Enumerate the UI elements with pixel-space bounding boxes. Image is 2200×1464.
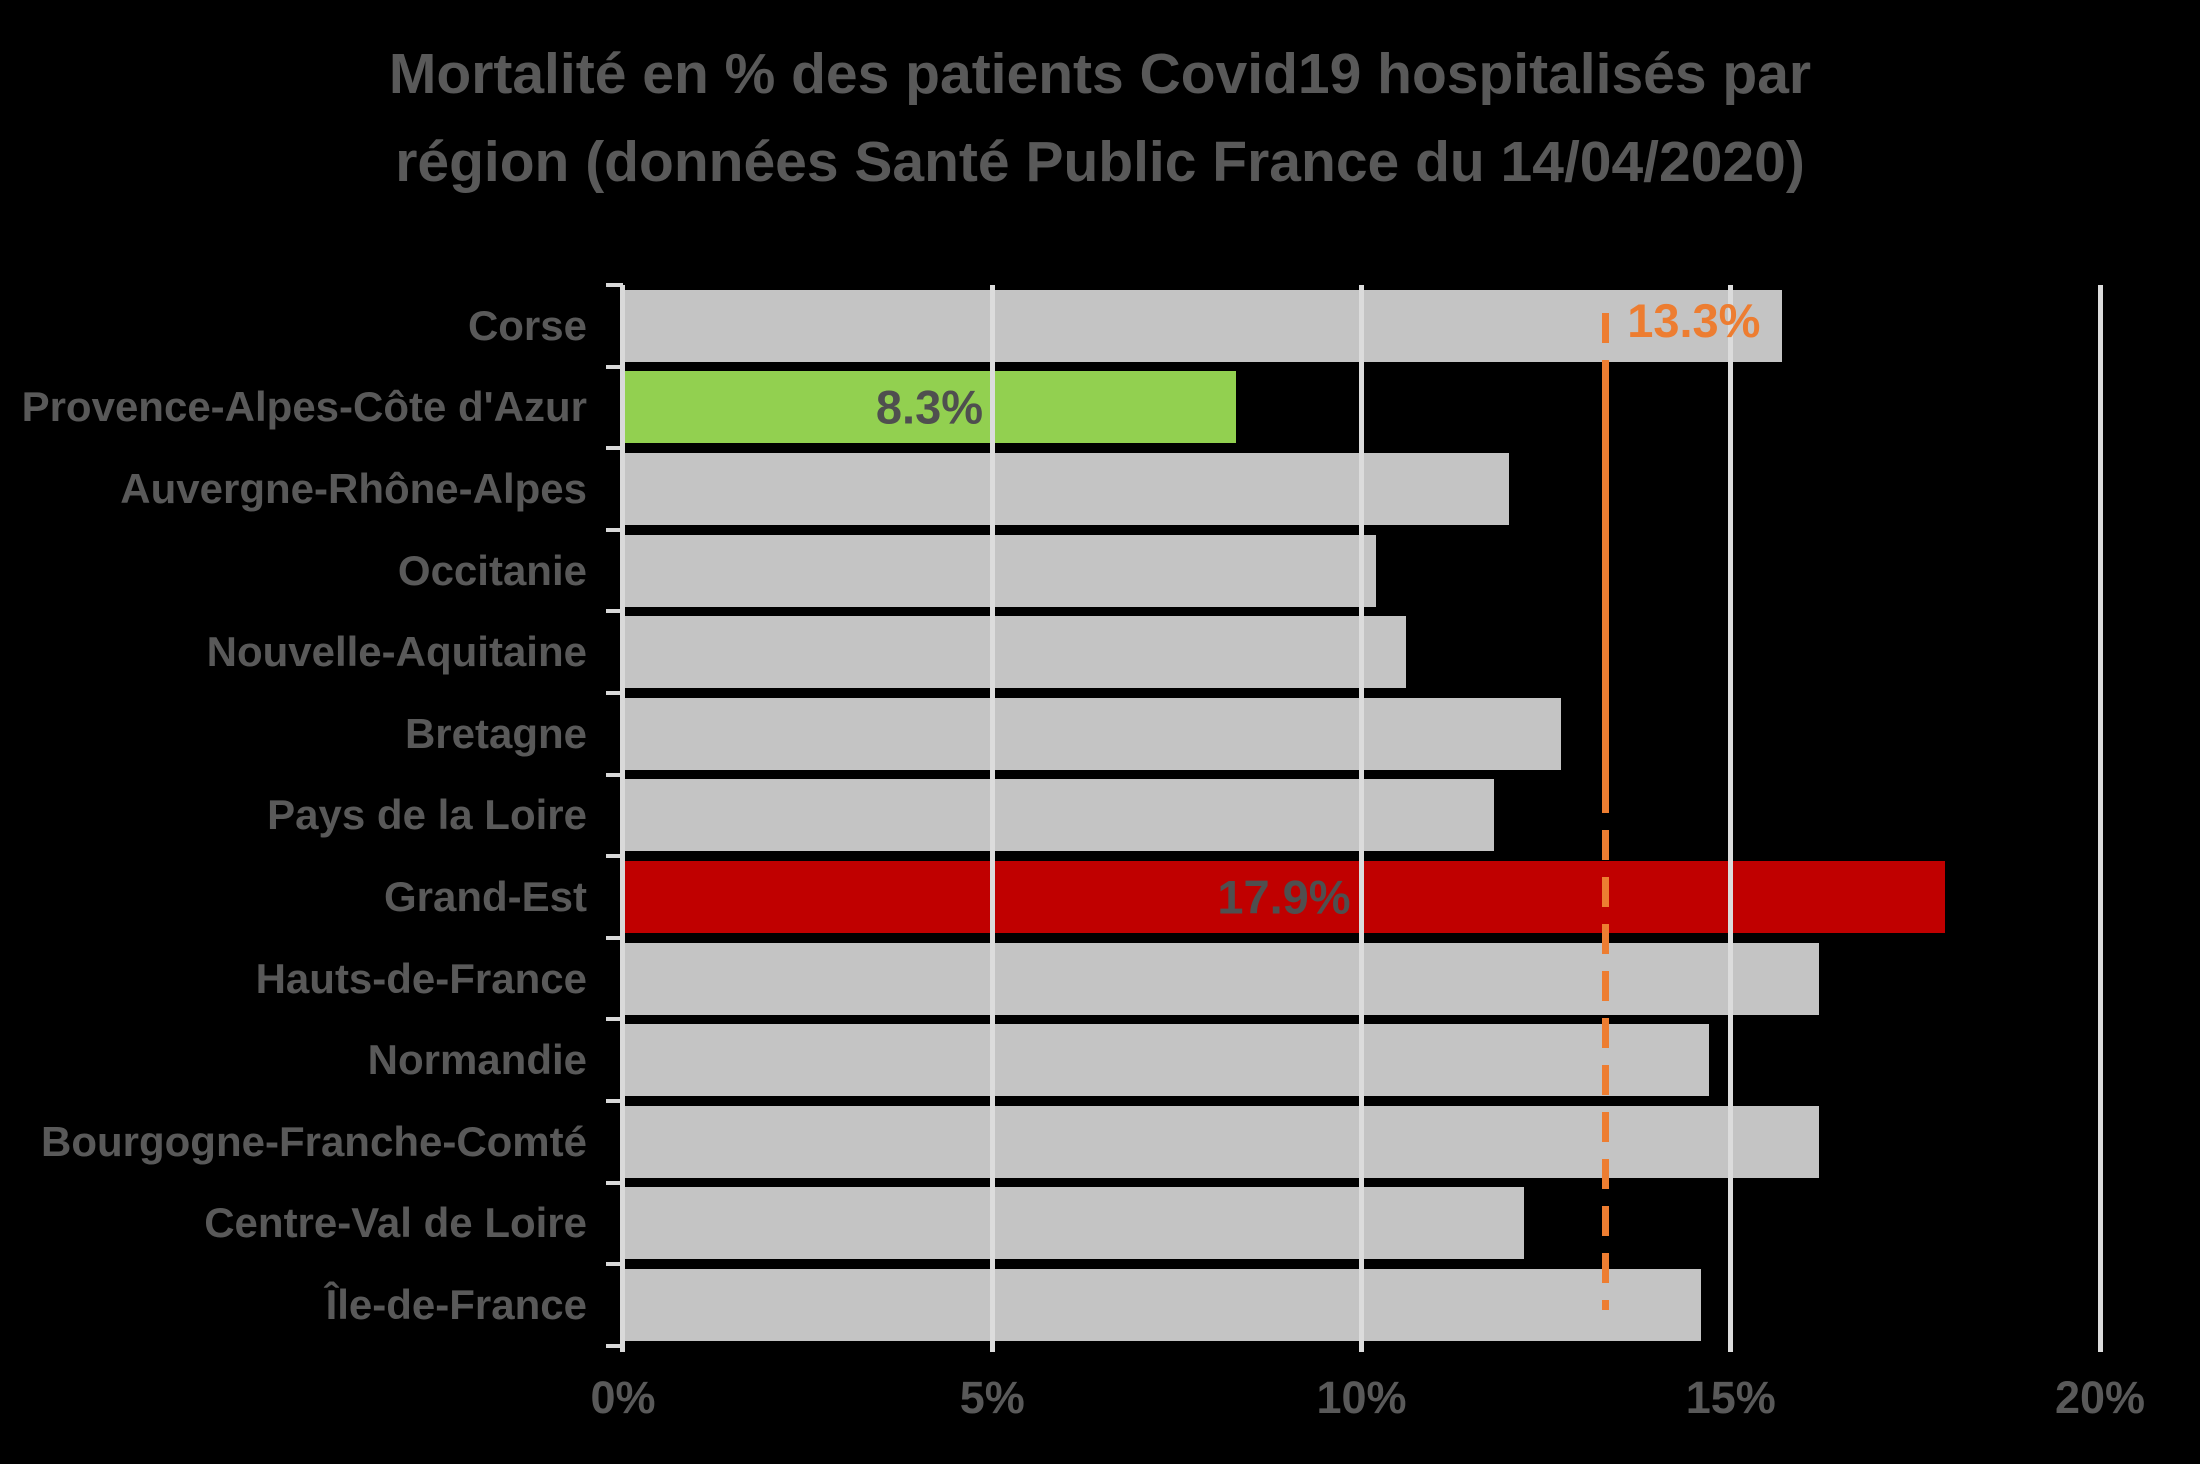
bar-normandie: [623, 1024, 1709, 1097]
bar-pays-de-la-loire: [623, 779, 1495, 852]
bar--le-de-france: [623, 1269, 1702, 1341]
axis-tick: [606, 527, 623, 532]
bar-corse: [623, 289, 1783, 362]
gridline-5: [989, 285, 995, 1352]
x-tick-label-10: 10%: [1316, 1372, 1407, 1423]
gridline-10: [1359, 285, 1364, 1352]
bar-provence-alpes-c-te-d-azur: [623, 371, 1236, 444]
gridline-20: [2097, 285, 2103, 1352]
category-label: Nouvelle-Aquitaine: [206, 628, 587, 676]
category-label: Hauts-de-France: [255, 954, 587, 1002]
reference-line: [1601, 313, 1609, 1310]
x-tick-label-5: 5%: [959, 1372, 1025, 1423]
reference-line-solid-segment: [1601, 370, 1609, 805]
axis-tick: [606, 772, 623, 777]
category-label: Grand-Est: [383, 873, 587, 920]
axis-tick: [606, 364, 623, 369]
axis-tick: [606, 1343, 623, 1348]
axis-tick: [606, 854, 623, 859]
axis-tick: [606, 1017, 623, 1022]
bar-auvergne-rh-ne-alpes: [623, 453, 1510, 525]
category-axis-labels: Corse Provence-Alpes-Côte d'Azur Auvergne-…: [0, 285, 607, 1346]
category-label: Centre-Val de Loire: [204, 1199, 587, 1247]
gridline-15: [1728, 285, 1734, 1352]
axis-tick: [606, 446, 623, 451]
bar-centre-val-de-loire: [623, 1187, 1524, 1260]
bar-bourgogne-franche-comt-: [623, 1105, 1820, 1178]
bar-occitanie: [623, 534, 1377, 607]
axis-tick: [606, 1180, 623, 1185]
bar-nouvelle-aquitaine: [623, 616, 1406, 689]
axis-tick: [606, 609, 623, 614]
value-label-179: 17.9%: [1217, 870, 1351, 924]
axis-tick: [606, 935, 623, 940]
category-label: Pays de la Loire: [267, 791, 587, 839]
plot-area: 13.3% 8.3% 17.9%: [606, 283, 2103, 1352]
category-label: Auvergne-Rhône-Alpes: [120, 465, 587, 512]
category-label: Occitanie: [397, 546, 587, 594]
x-tick-label-0: 0%: [590, 1372, 656, 1423]
chart-title: Mortalité en % des patients Covid19 hosp…: [0, 30, 2200, 206]
category-label: Provence-Alpes-Côte d'Azur: [21, 383, 587, 431]
category-label: Normandie: [367, 1036, 587, 1084]
axis-tick: [606, 691, 623, 695]
x-tick-label-20: 20%: [2054, 1372, 2146, 1423]
axis-tick: [606, 1262, 623, 1267]
category-label: Bourgogne-Franche-Comté: [41, 1117, 587, 1165]
chart-title-line2: région (données Santé Public France du 1…: [395, 130, 1805, 194]
category-label: Bretagne: [404, 709, 587, 757]
y-axis-line: [620, 285, 625, 1352]
axis-tick: [606, 1099, 623, 1103]
value-label-83: 8.3%: [875, 380, 984, 434]
chart-title-line1: Mortalité en % des patients Covid19 hosp…: [388, 42, 1812, 106]
x-tick-label-15: 15%: [1685, 1372, 1776, 1423]
bar-hauts-de-france: [623, 942, 1820, 1015]
bar-grand-est: [623, 861, 1945, 933]
category-label: Corse: [467, 301, 587, 349]
reference-line-label: 13.3%: [1627, 294, 1761, 347]
axis-tick: [606, 283, 623, 287]
category-label: Île-de-France: [325, 1281, 587, 1328]
bar-bretagne: [623, 697, 1561, 770]
